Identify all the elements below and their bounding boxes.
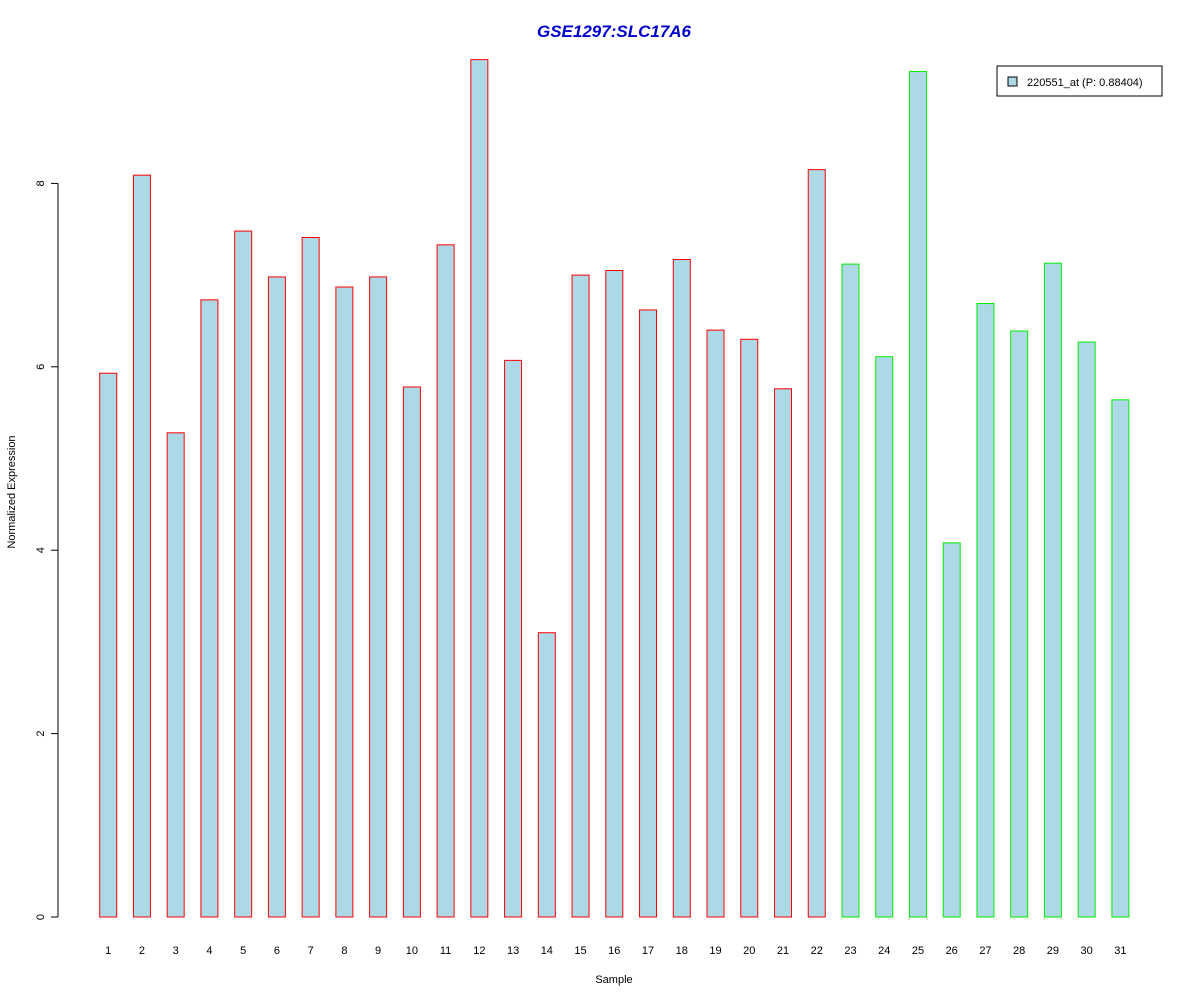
- bar-sample-15: [571, 274, 590, 918]
- bar-sample-22: [807, 169, 826, 918]
- y-tick-label: 8: [35, 180, 47, 186]
- x-tick-label: 13: [507, 945, 519, 957]
- bar-sample-23: [841, 263, 860, 918]
- bar-sample-7: [301, 237, 320, 918]
- x-tick-label: 2: [139, 945, 145, 957]
- x-tick-label: 11: [440, 945, 451, 957]
- x-tick-label: 3: [173, 945, 179, 957]
- bar-sample-14: [537, 632, 556, 918]
- y-tick-label: 0: [35, 914, 47, 920]
- x-tick-label: 30: [1081, 945, 1093, 957]
- bar-sample-11: [436, 244, 455, 918]
- bar-sample-2: [132, 174, 151, 918]
- x-tick-label: 25: [912, 945, 924, 957]
- chart-title: GSE1297:SLC17A6: [537, 22, 692, 41]
- x-tick-label: 19: [709, 945, 721, 957]
- x-tick-label: 23: [844, 945, 856, 957]
- bar-series: [99, 59, 1130, 918]
- bar-sample-28: [1010, 330, 1029, 918]
- bar-sample-9: [369, 276, 388, 918]
- y-tick-label: 2: [35, 731, 47, 737]
- y-tick-label: 6: [35, 364, 47, 370]
- bar-sample-18: [672, 259, 691, 918]
- bar-sample-3: [166, 432, 185, 918]
- x-tick-label: 9: [375, 945, 381, 957]
- x-tick-label: 6: [274, 945, 280, 957]
- bar-sample-19: [706, 329, 725, 918]
- x-tick-label: 14: [541, 945, 553, 957]
- bar-sample-4: [200, 299, 219, 918]
- bar-sample-17: [639, 309, 658, 918]
- bar-sample-8: [335, 286, 354, 918]
- y-axis-label: Normalized Expression: [6, 435, 18, 548]
- legend-label: 220551_at (P: 0.88404): [1027, 77, 1143, 89]
- x-tick-label: 16: [608, 945, 620, 957]
- legend-box: [996, 65, 1163, 97]
- x-tick-label: 28: [1013, 945, 1025, 957]
- x-tick-label: 8: [341, 945, 347, 957]
- x-tick-label: 12: [473, 945, 485, 957]
- bar-sample-13: [504, 359, 523, 918]
- x-tick-label: 31: [1114, 945, 1126, 957]
- x-tick-label: 26: [946, 945, 958, 957]
- bar-sample-26: [942, 542, 961, 918]
- bar-sample-10: [402, 386, 421, 918]
- bar-sample-1: [99, 372, 118, 918]
- x-tick-label: 15: [574, 945, 586, 957]
- x-tick-label: 24: [878, 945, 890, 957]
- legend-swatch: [1007, 76, 1018, 87]
- legend: 220551_at (P: 0.88404): [996, 65, 1163, 97]
- x-tick-label: 18: [676, 945, 688, 957]
- x-axis-tick-labels: 1 2 3 4 5 6 7 8 9 10 11 12 13 14 15 16 17 18 19 20 21 22 23 24 2…: [105, 945, 1126, 957]
- bar-sample-20: [740, 338, 759, 918]
- x-tick-label: 21: [777, 945, 789, 957]
- x-tick-label: 29: [1047, 945, 1059, 957]
- x-tick-label: 7: [308, 945, 314, 957]
- bar-sample-29: [1043, 262, 1062, 918]
- bar-sample-6: [267, 276, 286, 918]
- bar-sample-5: [234, 230, 253, 918]
- x-tick-label: 1: [105, 945, 111, 957]
- y-tick-label: 4: [35, 547, 47, 553]
- x-tick-label: 17: [642, 945, 654, 957]
- bar-sample-25: [908, 71, 927, 918]
- x-tick-label: 10: [406, 945, 418, 957]
- bar-sample-31: [1111, 399, 1130, 918]
- x-tick-label: 20: [743, 945, 755, 957]
- x-tick-label: 27: [979, 945, 991, 957]
- x-tick-label: 5: [240, 945, 246, 957]
- bar-sample-27: [976, 303, 995, 918]
- bar-sample-24: [875, 356, 894, 918]
- bar-sample-30: [1077, 341, 1096, 918]
- x-axis-label: Sample: [595, 974, 632, 986]
- bar-sample-12: [470, 59, 489, 918]
- x-tick-label: 22: [811, 945, 823, 957]
- x-tick-label: 4: [206, 945, 212, 957]
- bar-sample-16: [605, 270, 624, 918]
- y-axis: 0 2 4 6 8: [35, 180, 59, 920]
- bar-sample-21: [774, 388, 792, 918]
